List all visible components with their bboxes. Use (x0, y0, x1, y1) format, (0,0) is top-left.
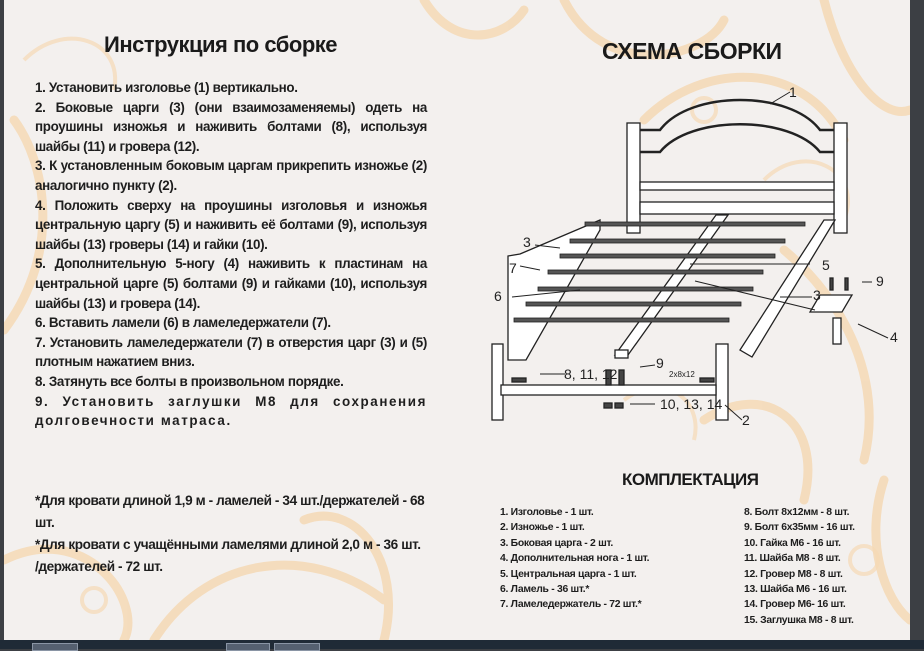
diagram-label-10-13-14: 10, 13, 14 (660, 396, 723, 412)
kit-item: 4. Дополнительная нога - 1 шт. (500, 553, 650, 565)
kit-item: 5. Центральная царга - 1 шт. (500, 568, 637, 580)
kit-title: КОМПЛЕКТАЦИЯ (622, 470, 759, 489)
kit-item: 13. Шайба М6 - 16 шт. (744, 584, 847, 596)
kit-item: 7. Ламеледержатель - 72 шт.* (500, 599, 642, 611)
diagram-label-2: 2 (742, 412, 750, 428)
step-4: 4. Положить сверху на проушины изголовья… (35, 197, 427, 252)
footnote-2: *Для кровати с учащёнными ламелями длино… (35, 537, 421, 574)
kit-item: 6. Ламель - 36 шт.* (500, 584, 590, 596)
diagram-label-1: 1 (789, 84, 797, 100)
kit-list-col2: 8. Болт 8x12мм - 8 шт. 9. Болт 6x35мм - … (744, 505, 855, 628)
viewer-tab[interactable] (32, 643, 78, 651)
scheme-title: СХЕМА СБОРКИ (602, 38, 782, 64)
headboard-post-left (626, 122, 641, 234)
viewer-bottom-bar (0, 640, 924, 649)
kit-item: 8. Болт 8x12мм - 8 шт. (744, 507, 850, 518)
kit-list-col1: 1. Изголовье - 1 шт. 2. Изножье - 1 шт. … (500, 505, 650, 613)
step-7: 7. Установить ламеледержатели (7) в отве… (35, 334, 427, 370)
step-8: 8. Затянуть все болты в произвольном пор… (35, 373, 344, 389)
instruction-page: Инструкция по сборке 1. Установить изгол… (4, 0, 910, 640)
diagram-label-4: 4 (890, 329, 898, 345)
kit-item: 12. Гровер М8 - 8 шт. (744, 568, 843, 580)
diagram-label-5: 5 (822, 257, 830, 273)
step-3: 3. К установленным боковым царгам прикре… (35, 158, 427, 193)
diagram-label-7: 7 (509, 260, 517, 276)
kit-item: 10. Гайка М6 - 16 шт. (744, 537, 841, 549)
kit-item: 9. Болт 6x35мм - 16 шт. (744, 522, 855, 534)
step-6: 6. Вставить ламели (6) в ламеледержатели… (35, 315, 331, 331)
diagram-label-3a: 3 (523, 234, 531, 250)
diagram-label-6: 6 (494, 288, 502, 304)
kit-item: 14. Гровер М6- 16 шт. (744, 599, 846, 611)
kit-item: 3. Боковая царга - 2 шт. (500, 537, 613, 549)
kit-item: 2. Изножье - 1 шт. (500, 522, 585, 534)
kit-item: 1. Изголовье - 1 шт. (500, 507, 594, 518)
instruction-title: Инструкция по сборке (104, 32, 338, 57)
headboard-post-right (833, 122, 848, 234)
bed-assembly-diagram (491, 91, 889, 421)
diagram-label-9b: 9 (656, 355, 664, 371)
kit-item: 11. Шайба М8 - 8 шт. (744, 553, 841, 565)
diagram-label-3b: 3 (813, 287, 821, 303)
assembly-steps: 1. Установить изголовье (1) вертикально.… (35, 78, 427, 431)
diagram-label-9a: 9 (876, 273, 884, 289)
footnote-1: *Для кровати длиной 1,9 м - ламелей - 34… (35, 493, 425, 530)
step-9: 9. Установить заглушки М8 для сохранения… (35, 393, 427, 429)
step-2: 2. Боковые царги (3) (они взаимозаменяем… (35, 99, 427, 154)
step-1: 1. Установить изголовье (1) вертикально. (35, 80, 298, 95)
diagram-label-8-11-12: 8, 11, 12 (564, 366, 618, 382)
viewer-tab[interactable] (274, 643, 320, 651)
diagram-label-2x8x12: 2x8x12 (669, 370, 695, 379)
step-5: 5. Дополнительную 5-ногу (4) наживить к … (35, 256, 427, 311)
viewer-tab[interactable] (226, 643, 270, 651)
kit-item: 15. Заглушка М8 - 8 шт. (744, 614, 854, 626)
footnotes: *Для кровати длиной 1,9 м - ламелей - 34… (35, 490, 427, 578)
